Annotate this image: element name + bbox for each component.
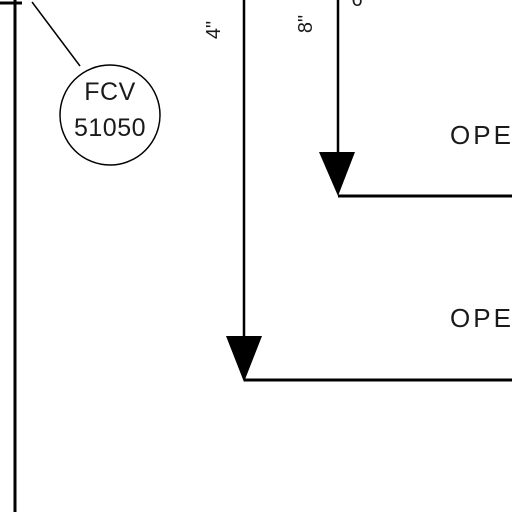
instrument-type-label: FCV <box>84 78 136 106</box>
instrument-bubble: FCV 51050 <box>59 64 161 166</box>
instrument-circle <box>59 64 161 166</box>
lower-flow-label: OPE <box>450 303 512 333</box>
line-size-label-left: 4" <box>203 21 225 39</box>
instrument-number-label: 51050 <box>74 114 146 142</box>
right-flow-arrow <box>319 152 355 196</box>
line-size-label-right: 6 <box>351 0 362 11</box>
upper-flow-label: OPE <box>450 120 512 150</box>
left-flow-arrow <box>226 336 262 382</box>
line-size-label-middle: 8" <box>295 15 317 33</box>
instrument-leader-line <box>31 1 81 67</box>
